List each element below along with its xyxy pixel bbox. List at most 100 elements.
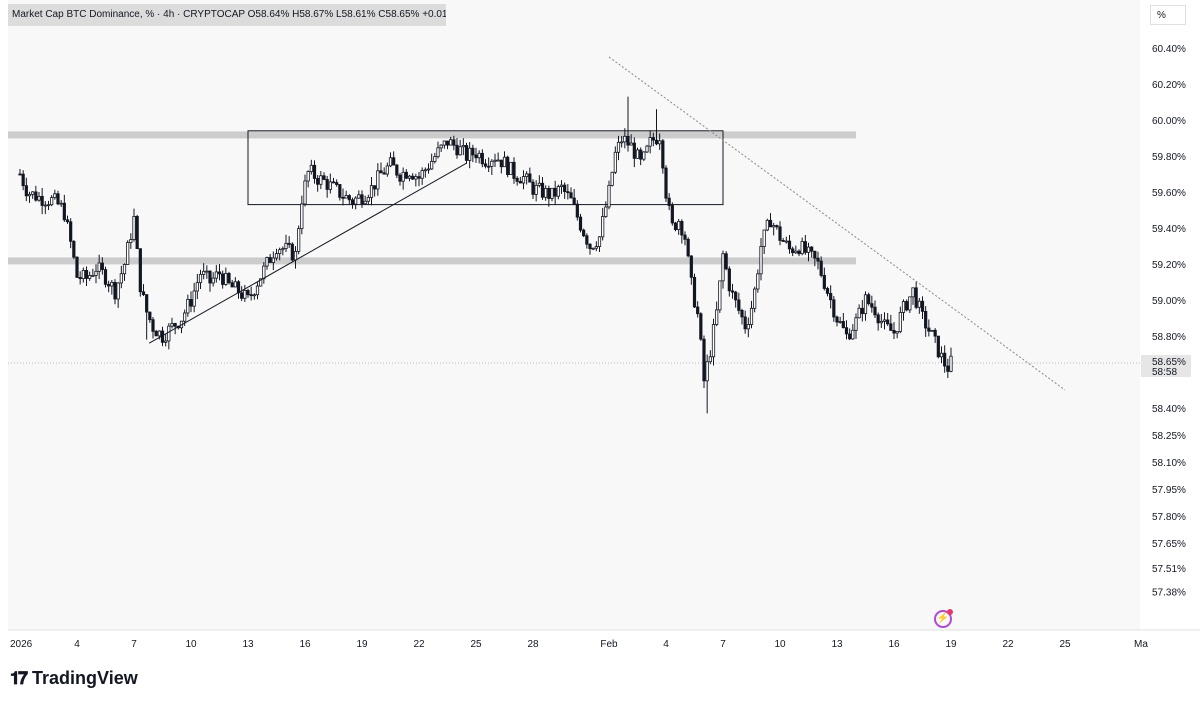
candle-body [822,275,826,289]
candle-body [385,165,389,175]
candle-body [407,175,412,179]
candle-body [439,144,443,149]
candle-body [297,228,301,252]
candle-body [512,161,516,179]
candle-body [730,290,735,293]
candle-body [651,137,655,141]
candle-body [278,249,282,255]
symbol-legend[interactable]: Market Cap BTC Dominance, % · 4h · CRYPT… [8,4,446,26]
candle-body [566,191,570,194]
candle-body [217,271,222,275]
candle-body [749,307,754,325]
candle-body [202,270,206,275]
y-tick-label: 60.40% [1152,44,1186,55]
candle-body [683,234,687,240]
candle-body [895,331,899,334]
candle-body [376,170,380,190]
candle-body [670,205,674,224]
tradingview-logo: 𝟏𝟕 TradingView [10,668,138,689]
candle-body [97,262,101,272]
candle-body [455,144,459,156]
candle-body [319,175,323,185]
candle-body [629,142,633,146]
candle-body [18,173,22,176]
candle-body [572,197,576,205]
candle-body [233,281,237,288]
candle-body [949,355,953,372]
candle-body [639,149,643,160]
candle-body [689,255,693,278]
candle-body [597,236,602,247]
candle-body [667,197,671,206]
candle-body [373,185,377,190]
candle-body [686,238,690,257]
candle-body [715,309,719,325]
candle-body [208,270,212,284]
candle-body [604,206,608,217]
candle-body [620,141,624,144]
candle-body [214,271,218,279]
flash-icon[interactable]: ⚡ [934,609,953,628]
candle-body [582,229,586,237]
candle-body [436,147,440,158]
candle-body [778,226,782,241]
candle-body [917,300,921,308]
candle-body [673,222,678,230]
resistance-zone-2 [8,257,856,265]
x-tick-label: 13 [831,639,843,650]
candle-body [924,310,928,329]
candle-body [626,135,630,146]
candle-body [192,290,196,307]
candle-body [198,273,203,284]
y-tick-label: 60.00% [1152,116,1186,127]
candle-body [863,294,868,315]
candle-body [692,276,697,308]
candle-body [876,314,880,324]
candle-body [534,185,538,195]
candle-body [417,176,421,179]
candle-body [531,181,535,195]
y-tick-label: 58.80% [1152,332,1186,343]
candle-body [521,176,526,184]
candle-body [151,319,155,332]
candle-body [825,288,830,294]
candle-body [721,253,725,282]
candle-body [506,156,510,176]
candle-body [594,246,598,249]
candle-body [870,303,874,308]
candle-body [493,159,497,162]
scale-unit-button[interactable]: % [1150,5,1186,25]
candle-body [882,319,887,322]
candle-body [502,156,507,168]
price-scale[interactable] [1140,0,1200,630]
chart-panel[interactable] [8,0,1140,630]
candle-body [37,196,41,201]
y-tick-label: 59.80% [1152,152,1186,163]
candle-body [854,317,858,331]
x-tick-label: 10 [185,639,197,650]
x-tick-label: 16 [888,639,900,650]
candle-body [91,275,95,277]
candle-body [705,361,709,382]
candle-body [499,159,503,168]
brand-name: TradingView [32,668,138,688]
candle-body [613,151,617,173]
candle-body [588,243,592,249]
x-tick-label: 22 [413,639,425,650]
candle-body [69,221,73,242]
candle-body [221,273,225,285]
y-tick-label: 58.40% [1152,404,1186,415]
candle-body [813,250,817,259]
y-tick-label: 57.51% [1152,564,1186,575]
candle-body [132,216,136,240]
candle-body [81,270,85,280]
candle-body [772,225,776,228]
candle-body [458,146,462,156]
candle-body [183,312,187,322]
candle-body [316,178,320,185]
current-price-label: 58.65% [1152,357,1186,368]
candle-body [810,246,814,252]
candle-body [480,152,484,165]
candle-body [607,184,611,208]
